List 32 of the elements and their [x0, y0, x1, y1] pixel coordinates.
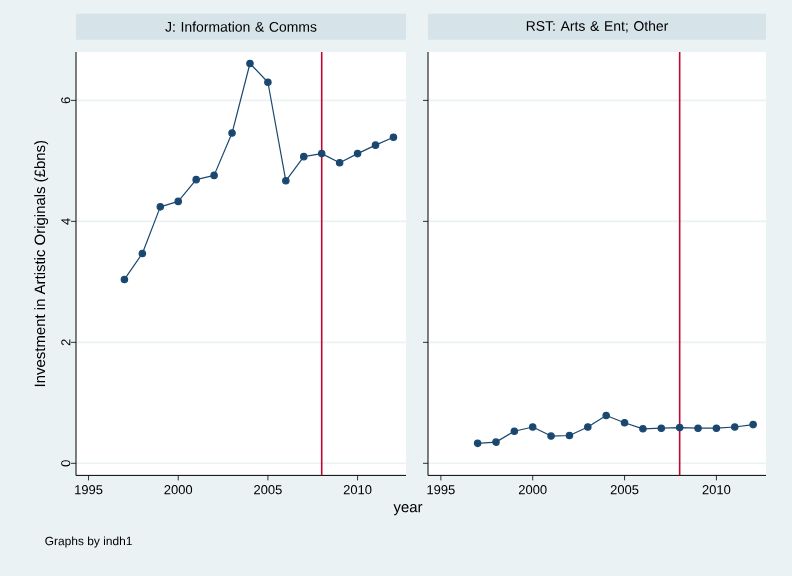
point: [264, 78, 272, 87]
point: [547, 432, 555, 440]
point: [749, 420, 757, 429]
point: [317, 149, 326, 158]
point: [510, 427, 519, 436]
point: [565, 431, 574, 440]
point: [602, 411, 610, 420]
point: [210, 171, 218, 180]
point: [174, 197, 183, 206]
point: [657, 424, 666, 433]
point: [371, 141, 380, 149]
point: [712, 424, 721, 433]
point: [228, 129, 236, 137]
point: [584, 423, 592, 431]
point: [246, 59, 254, 68]
point: [156, 203, 165, 211]
point: [335, 158, 344, 167]
point: [620, 418, 629, 427]
point: [120, 275, 129, 284]
point: [675, 423, 684, 432]
point: [528, 423, 537, 431]
point: [353, 149, 362, 158]
point: [492, 438, 500, 446]
point: [730, 423, 739, 431]
point: [192, 175, 200, 184]
point: [694, 424, 702, 433]
point: [299, 152, 308, 161]
point: [282, 177, 290, 185]
point: [389, 133, 398, 142]
point: [473, 439, 482, 448]
point: [138, 249, 147, 258]
point: [639, 425, 647, 433]
